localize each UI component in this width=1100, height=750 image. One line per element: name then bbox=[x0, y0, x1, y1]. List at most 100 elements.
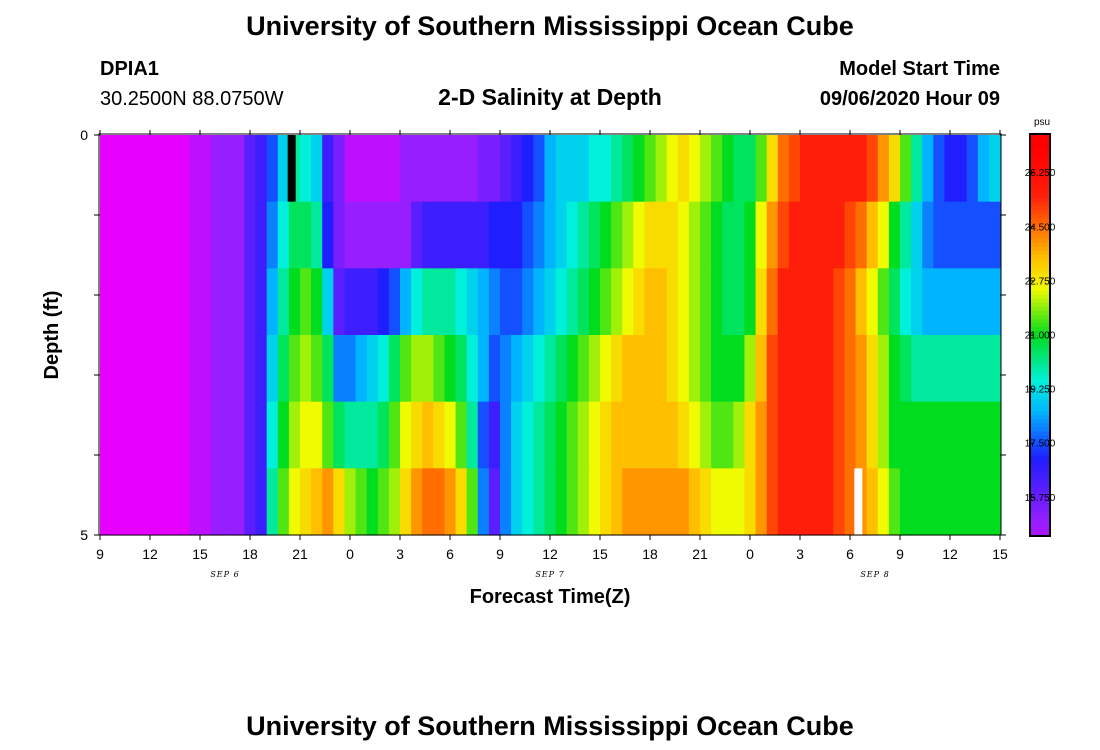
colorbar-segment bbox=[1030, 146, 1050, 151]
x-tick-label: 3 bbox=[796, 546, 804, 562]
heatmap-cell bbox=[211, 401, 223, 469]
heatmap-cell bbox=[655, 468, 668, 536]
heatmap-cell bbox=[933, 135, 946, 203]
heatmap-cell bbox=[300, 401, 312, 469]
heatmap-cell bbox=[622, 335, 634, 403]
x-tick-label: 12 bbox=[542, 546, 558, 562]
heatmap-cell bbox=[266, 201, 279, 269]
colorbar-segment bbox=[1030, 206, 1050, 211]
heatmap-cell bbox=[555, 268, 568, 336]
heatmap-cell bbox=[677, 201, 690, 269]
colorbar-segment bbox=[1030, 278, 1050, 284]
heatmap-cell bbox=[744, 335, 757, 403]
heatmap-cell bbox=[644, 468, 657, 536]
y-axis: 05 bbox=[80, 127, 1006, 543]
colorbar-segment bbox=[1030, 326, 1050, 332]
heatmap-cell bbox=[788, 401, 801, 469]
colorbar-segment bbox=[1030, 391, 1050, 396]
heatmap-plot bbox=[100, 135, 1001, 536]
heatmap-cell bbox=[233, 335, 246, 403]
heatmap-cell bbox=[788, 268, 801, 336]
heatmap-cell bbox=[566, 401, 579, 469]
heatmap-cell bbox=[588, 401, 601, 469]
heatmap-cell bbox=[433, 135, 446, 203]
heatmap-cell bbox=[666, 268, 679, 336]
heatmap-cell bbox=[288, 201, 301, 269]
heatmap-cell bbox=[800, 468, 812, 536]
heatmap-cell bbox=[833, 268, 846, 336]
y-tick-label: 5 bbox=[80, 527, 88, 543]
heatmap-cell bbox=[700, 401, 712, 469]
heatmap-cell bbox=[600, 201, 612, 269]
heatmap-cell bbox=[433, 201, 446, 269]
heatmap-cell bbox=[244, 201, 257, 269]
heatmap-cell bbox=[255, 268, 268, 336]
colorbar-segment bbox=[1030, 214, 1050, 219]
heatmap-cell bbox=[477, 468, 490, 536]
heatmap-markers bbox=[287, 135, 863, 535]
colorbar-tick-label: 17.500 bbox=[1025, 439, 1056, 450]
heatmap-cell bbox=[266, 468, 279, 536]
heatmap-cell bbox=[366, 401, 379, 469]
colorbar-segment bbox=[1030, 186, 1050, 191]
x-tick-label: 21 bbox=[692, 546, 708, 562]
heatmap-cell bbox=[966, 135, 979, 203]
heatmap-cell bbox=[466, 201, 479, 269]
colorbar-segment bbox=[1030, 471, 1050, 477]
heatmap-cell bbox=[377, 135, 390, 203]
colorbar-segment bbox=[1030, 290, 1050, 296]
x-tick-label: 15 bbox=[592, 546, 608, 562]
heatmap-cell bbox=[566, 468, 579, 536]
heatmap-cell bbox=[988, 335, 1001, 403]
heatmap-cell bbox=[666, 201, 679, 269]
heatmap-cell bbox=[822, 135, 834, 203]
heatmap-cell bbox=[411, 335, 423, 403]
heatmap-cell bbox=[800, 335, 812, 403]
heatmap-cell bbox=[377, 468, 390, 536]
heatmap-cell bbox=[522, 468, 534, 536]
colorbar-segment bbox=[1030, 515, 1050, 521]
heatmap-cell bbox=[233, 268, 246, 336]
colorbar-segment bbox=[1030, 487, 1050, 493]
heatmap-cell bbox=[477, 135, 490, 203]
heatmap-cell bbox=[677, 335, 690, 403]
heatmap-cell bbox=[988, 135, 1001, 203]
heatmap-cell bbox=[877, 335, 890, 403]
colorbar-tick-label: 24.500 bbox=[1025, 222, 1056, 233]
heatmap-cell bbox=[177, 401, 190, 469]
heatmap-cell bbox=[311, 268, 323, 336]
heatmap-cell bbox=[444, 335, 457, 403]
heatmap-cell bbox=[166, 335, 179, 403]
heatmap-cell bbox=[100, 335, 112, 403]
colorbar-segment bbox=[1030, 262, 1050, 268]
heatmap-cell bbox=[766, 401, 779, 469]
colorbar-segment bbox=[1030, 198, 1050, 203]
colorbar-segment bbox=[1030, 355, 1050, 360]
heatmap-cell bbox=[977, 468, 990, 536]
heatmap-cell bbox=[844, 268, 857, 336]
colorbar-segment bbox=[1030, 463, 1050, 469]
heatmap-cell bbox=[488, 401, 501, 469]
heatmap-cell bbox=[811, 401, 823, 469]
heatmap-cell bbox=[733, 135, 746, 203]
colorbar-tick-label: 22.750 bbox=[1025, 276, 1056, 287]
x-tick-label: 9 bbox=[496, 546, 504, 562]
heatmap-cell bbox=[577, 468, 590, 536]
heatmap-cell bbox=[533, 268, 546, 336]
heatmap-cell bbox=[322, 401, 334, 469]
heatmap-cell bbox=[111, 135, 123, 203]
heatmap-cell bbox=[266, 268, 279, 336]
heatmap-cell bbox=[122, 201, 134, 269]
heatmap-cell bbox=[144, 401, 157, 469]
x-tick-label: 21 bbox=[292, 546, 308, 562]
heatmap-cell bbox=[755, 335, 768, 403]
heatmap-cell bbox=[133, 335, 146, 403]
heatmap-cell bbox=[977, 401, 990, 469]
heatmap-cell bbox=[300, 268, 312, 336]
heatmap-cell bbox=[800, 135, 812, 203]
colorbar-segment bbox=[1030, 154, 1050, 159]
colorbar-segment bbox=[1030, 318, 1050, 324]
heatmap-cell bbox=[855, 401, 868, 469]
heatmap-cell bbox=[755, 401, 768, 469]
heatmap-cell bbox=[300, 335, 312, 403]
